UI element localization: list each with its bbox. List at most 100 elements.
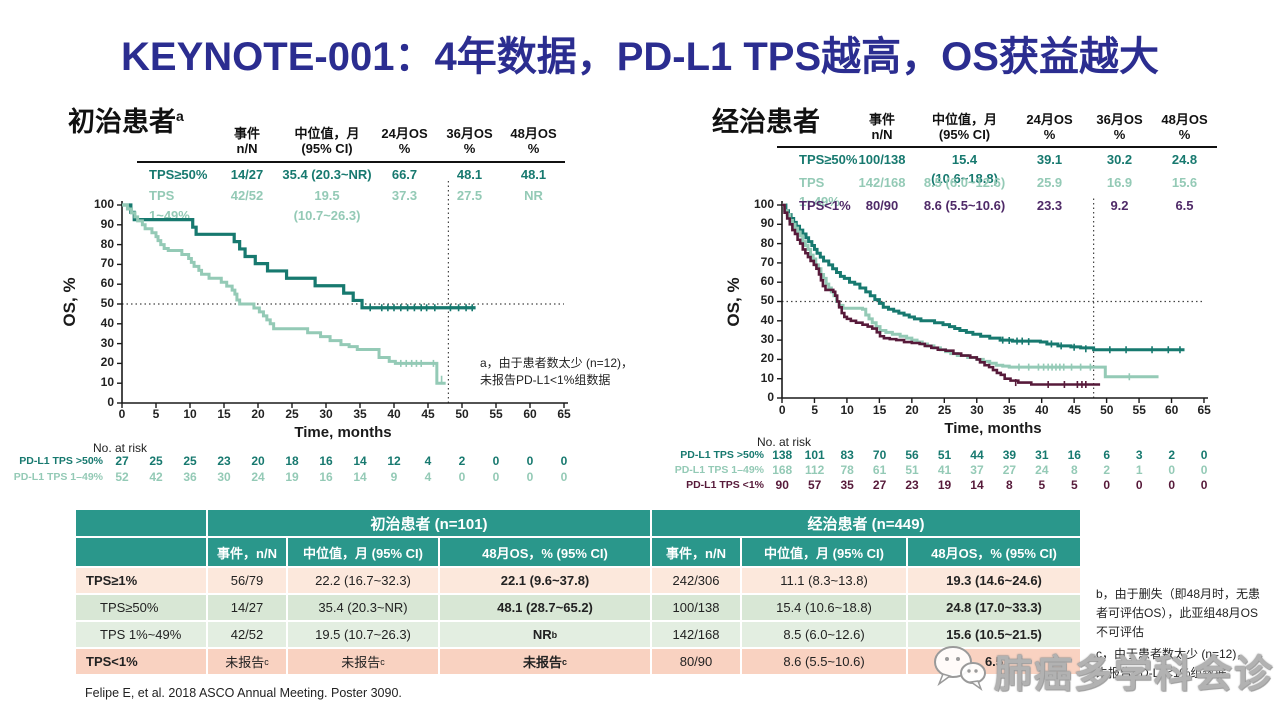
table-cell: 142/168 [652, 622, 740, 647]
table-cell: 8.5 (6.0~12.6) [742, 622, 906, 647]
group-header-treated: 经治患者 (n=449) [652, 510, 1080, 536]
cell-value: 40 [1035, 403, 1049, 417]
footnote-a: a，由于患者数太少 (n=12)， 未报告PD-L1<1%组数据 [480, 356, 634, 387]
table-cell: 未报告 c [440, 649, 650, 674]
cell-value: 90 [100, 216, 114, 231]
watermark-text: 肺癌多学科会诊 [994, 653, 1275, 696]
cell-value: 10 [100, 375, 114, 390]
row-label: TPS 1%~49% [76, 622, 206, 647]
panel-title-left: 初治患者a [68, 100, 184, 139]
cell-value: 10 [760, 370, 774, 385]
x-axis-label-left: Time, months [294, 424, 392, 441]
cell-value: 55 [1132, 403, 1146, 417]
km-curve-TPS<1% [782, 203, 1101, 386]
cell-value: 61 [872, 463, 887, 477]
table-cell: 19.3 (14.6~24.6) [908, 568, 1080, 593]
cell-value: 5 [152, 407, 160, 421]
risk-label: PD-L1 TPS >50% [680, 449, 764, 461]
cell-value: 2 [1168, 448, 1175, 462]
cell-value: 3 [1135, 448, 1143, 462]
cell-value: 42 [149, 470, 163, 484]
cell-value: 0 [560, 470, 568, 484]
cell-value: 51 [937, 448, 952, 462]
table-cell: 未报告 c [288, 649, 438, 674]
col-header: 48月OS，% (95% CI) [440, 538, 650, 566]
km-curve-TPS 1~49% [122, 203, 446, 385]
cell-value: 15 [217, 407, 231, 421]
risk-values: 52 42 36 30 24 19 16 14 9 4 0 0 0 0 [105, 470, 581, 485]
cell-value: 83 [840, 448, 854, 462]
cell-value: 60 [760, 274, 774, 289]
cell-value: 1 [1135, 463, 1143, 477]
table-cell: 22.1 (9.6~37.8) [440, 568, 650, 593]
table-cell: 14/27 [208, 595, 286, 620]
cell-value: 18 [285, 454, 299, 468]
table-cell: 35.4 (20.3~NR) [288, 595, 438, 620]
cell-value: 36 [183, 470, 197, 484]
cell-value: 20 [760, 351, 774, 366]
cell-value: 0 [1200, 463, 1208, 477]
cell-value: 0 [778, 403, 786, 417]
panel-title-left-sup: a [176, 108, 184, 124]
table-corner-cell [76, 510, 206, 536]
cell-value: 0 [458, 470, 466, 484]
cell-value: 138 [772, 448, 793, 462]
km-chart-right [777, 196, 1208, 403]
table-cell: 42/52 [208, 622, 286, 647]
cell-value: 30 [970, 403, 984, 417]
cell-value: 0 [1135, 478, 1143, 492]
cell-value: 5 [1070, 478, 1078, 492]
summary-row: TPS<1% 80/90 8.6 (5.5~10.6) 23.3 9.2 6.5 [799, 198, 1194, 213]
cell-value: 57 [808, 478, 822, 492]
cell-value: 2 [458, 454, 466, 468]
cell-value: 20 [905, 403, 919, 417]
y-ticks-left: 100 90 80 70 60 50 40 30 20 10 0 [86, 195, 114, 413]
cell-value: 35 [840, 478, 854, 492]
cell-value: 27 [115, 454, 129, 468]
cell-value: 23 [905, 478, 919, 492]
cell-value: 0 [560, 454, 568, 468]
cell-value: 90 [775, 478, 789, 492]
cell-value: 56 [905, 448, 919, 462]
cell-value: 2 [1103, 463, 1111, 477]
cell-value: 70 [100, 256, 114, 271]
risk-label: PD-L1 TPS >50% [19, 455, 103, 467]
cell-value: 8 [1070, 463, 1078, 477]
y-axis-label-right: OS, % [724, 277, 743, 327]
cell-value: 0 [1168, 463, 1175, 477]
bottom-table: 初治患者 (n=101) 经治患者 (n=449) 事件，n/N 中位值，月 (… [76, 510, 1080, 674]
table-cell: 56/79 [208, 568, 286, 593]
summary-header-right: 事件 n/N 中位值，月 (95% CI) 24月OS% 36月OS% 48月OS% [868, 112, 1208, 142]
cell-value: 50 [760, 293, 774, 308]
cell-value: 10 [183, 407, 197, 421]
cell-value: 0 [1168, 478, 1175, 492]
cell-value: 25 [183, 454, 197, 468]
cell-value: 27 [872, 478, 887, 492]
table-header-cell [76, 538, 206, 566]
cell-value: 10 [840, 403, 854, 417]
cell-value: 40 [100, 315, 114, 330]
col-header: 事件，n/N [652, 538, 740, 566]
cell-value: 30 [319, 407, 333, 421]
summary-row: TPS≥50% 100/138 15.4 (10.6~18.8) 39.1 30… [799, 152, 1198, 186]
risk-values: 27 25 25 23 20 18 16 14 12 4 2 0 0 0 [105, 454, 581, 469]
x-ticks-right: 0 5 10 15 20 25 30 35 40 45 50 55 60 65 [766, 403, 1220, 417]
cell-value: 20 [251, 454, 265, 468]
cell-value: 30 [760, 332, 774, 347]
km-curve-TPS 1~49% [782, 203, 1159, 379]
cell-value: 20 [251, 407, 265, 421]
cell-value: 0 [1200, 448, 1208, 462]
cell-value: 0 [767, 389, 774, 404]
risk-label: PD-L1 TPS <1% [686, 479, 764, 491]
cell-value: 70 [760, 254, 774, 269]
cell-value: 16 [1067, 448, 1081, 462]
cell-value: 100 [753, 197, 774, 211]
km-curve-TPS≥50% [782, 203, 1185, 352]
y-ticks-right: 100 90 80 70 60 50 40 30 20 10 0 [746, 195, 774, 407]
cell-value: 0 [492, 470, 500, 484]
cell-value: 50 [455, 407, 469, 421]
panel-title-left-text: 初治患者 [68, 107, 176, 137]
row-label: TPS≥50% [76, 595, 206, 620]
cell-value: 65 [1197, 403, 1211, 417]
